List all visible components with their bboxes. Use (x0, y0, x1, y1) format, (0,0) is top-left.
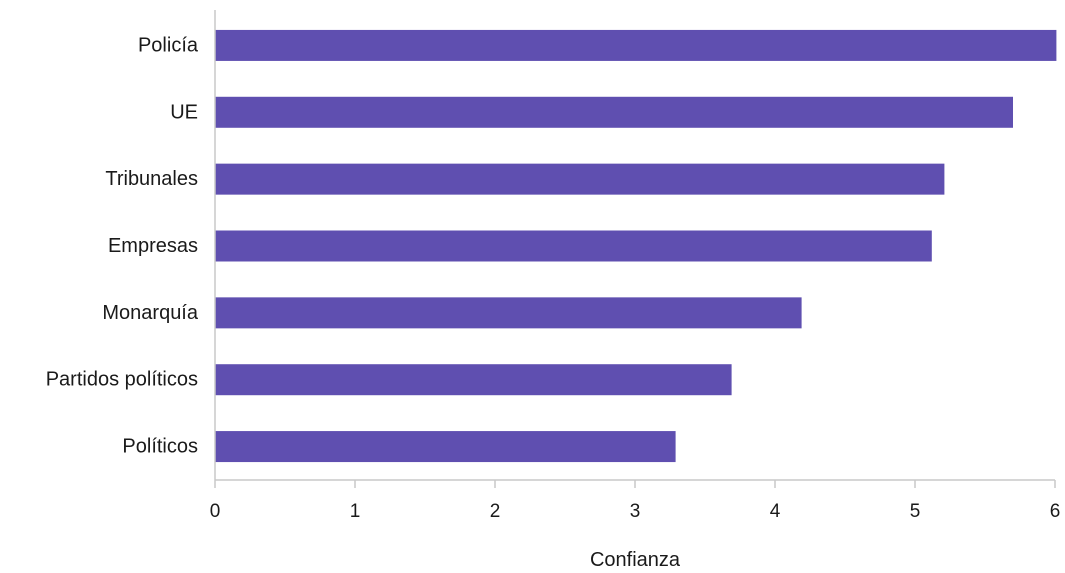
bars-group (215, 29, 1057, 463)
x-tick-label-6: 6 (1050, 501, 1061, 522)
x-tick-label-1: 1 (350, 501, 361, 522)
bar-4 (215, 297, 802, 329)
bar-1 (215, 96, 1013, 128)
x-tick-label-5: 5 (910, 501, 921, 522)
x-axis-title: Confianza (590, 549, 681, 571)
bar-2 (215, 163, 945, 195)
x-tick-label-3: 3 (630, 501, 641, 522)
bar-3 (215, 230, 932, 262)
x-tick-label-2: 2 (490, 501, 501, 522)
category-label-6: Políticos (122, 436, 198, 458)
category-label-0: Policía (138, 34, 199, 56)
bar-0 (215, 29, 1057, 61)
category-label-4: Monarquía (102, 302, 198, 324)
bar-6 (215, 431, 676, 463)
x-ticks-group: 0 1 2 3 4 5 6 (210, 480, 1061, 522)
category-label-3: Empresas (108, 235, 198, 257)
category-label-1: UE (170, 101, 198, 123)
bar-5 (215, 364, 732, 396)
x-tick-label-0: 0 (210, 501, 221, 522)
category-labels: Policía UE Tribunales Empresas Monarquía Part… (46, 34, 199, 457)
category-label-2: Tribunales (105, 168, 198, 190)
x-tick-label-4: 4 (770, 501, 781, 522)
category-label-5: Partidos políticos (46, 369, 198, 391)
